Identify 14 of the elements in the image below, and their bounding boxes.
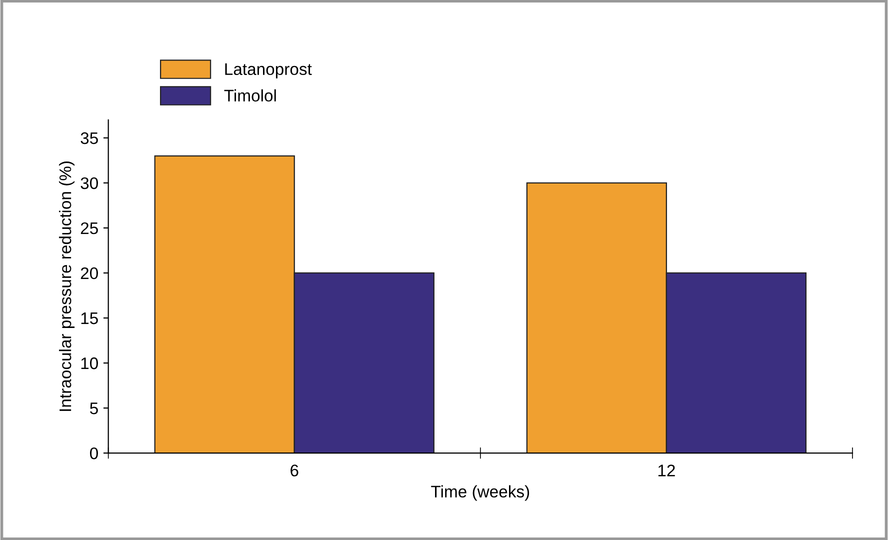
legend-label: Latanoprost xyxy=(225,63,312,78)
x-tick-label: 12 xyxy=(658,464,675,476)
x-tick-label: 6 xyxy=(290,464,298,476)
x-axis-title: Time (weeks) xyxy=(431,485,530,501)
y-axis-title: Intraocular pressure reduction (%) xyxy=(58,162,75,411)
y-tick-label: 25 xyxy=(80,222,98,234)
y-tick-label: 0 xyxy=(90,447,98,460)
legend-label: Timolol xyxy=(224,89,276,102)
y-tick-label: 20 xyxy=(80,267,98,280)
y-tick-label: 10 xyxy=(81,357,98,370)
y-tick-label: 15 xyxy=(81,312,98,324)
y-tick-label: 5 xyxy=(90,402,98,414)
y-tick-label: 35 xyxy=(80,132,98,144)
y-tick-label: 30 xyxy=(80,177,98,190)
